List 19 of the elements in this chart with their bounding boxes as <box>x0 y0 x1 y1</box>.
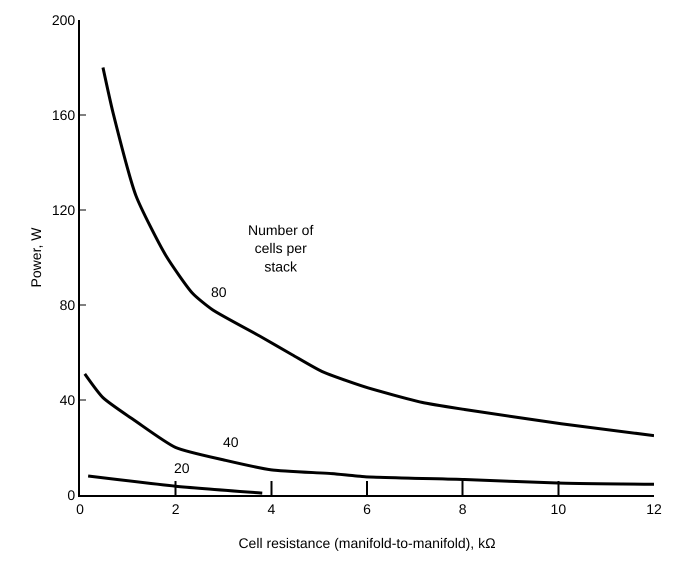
y-tick-label: 80 <box>60 296 76 313</box>
x-tick-label: 8 <box>458 500 467 517</box>
series-label: 80 <box>211 284 227 300</box>
y-tick-label: 0 <box>67 486 76 503</box>
x-tick-label: 10 <box>550 500 566 517</box>
line-series <box>101 66 654 438</box>
x-tick-label: 2 <box>172 500 180 517</box>
x-tick-label: 4 <box>267 500 276 517</box>
x-tick-label: 12 <box>646 500 662 517</box>
series-label: 40 <box>223 434 239 450</box>
y-axis-title: Power, W <box>28 226 44 288</box>
annotation: Number of cells per stack <box>248 222 314 274</box>
x-axis-title: Cell resistance (manifold-to-manifold), kΩ <box>238 535 496 551</box>
y-tick-label: 120 <box>52 202 76 218</box>
y-tick-label: 40 <box>60 392 76 408</box>
x-tick-label: 6 <box>363 500 372 517</box>
y-tick-label: 160 <box>52 106 76 123</box>
series-label: 20 <box>174 460 190 476</box>
y-tick-label: 200 <box>52 12 76 28</box>
